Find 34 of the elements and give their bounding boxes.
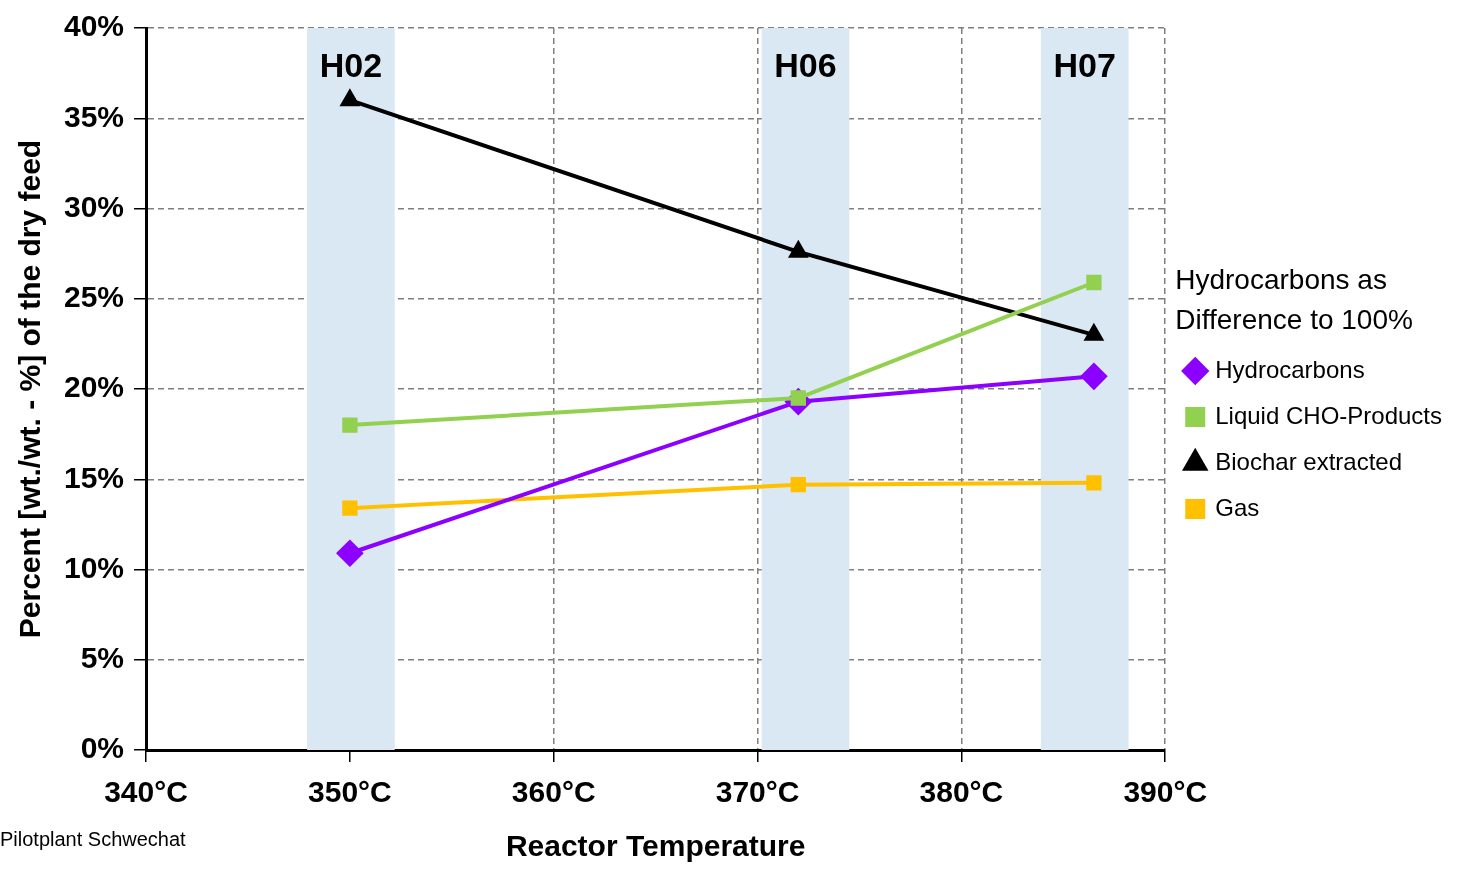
x-tick-label: 380°C — [919, 775, 1004, 809]
y-tick-label: 15% — [64, 460, 125, 494]
y-tick-label: 10% — [64, 550, 125, 584]
legend-label: Liquid CHO-Products — [1215, 401, 1443, 429]
band-label: H06 — [774, 46, 837, 85]
y-tick-label: 30% — [64, 189, 125, 223]
y-tick-label: 20% — [64, 370, 125, 404]
x-tick-label: 340°C — [104, 775, 188, 809]
y-tick-label: 25% — [64, 280, 125, 314]
point — [336, 540, 363, 567]
point — [1086, 475, 1102, 491]
legend-label: Biochar extracted — [1215, 447, 1403, 475]
legend-label: Hydrocarbons — [1215, 355, 1365, 383]
point — [342, 417, 358, 433]
x-tick-label: 390°C — [1123, 775, 1208, 809]
y-tick-label: 40% — [64, 9, 125, 43]
band-label: H02 — [319, 46, 383, 85]
x-tick-label: 350°C — [308, 775, 392, 809]
point — [1086, 274, 1102, 291]
x-tick-label: 360°C — [511, 775, 596, 809]
text: Pilotplant Schwechat — [0, 828, 186, 851]
legend-label: Gas — [1215, 493, 1260, 521]
point — [790, 477, 806, 493]
x-axis-title: Reactor Temperature — [505, 829, 806, 863]
point — [340, 90, 359, 107]
y-tick-label: 5% — [80, 641, 125, 675]
band-label: H07 — [1053, 46, 1116, 85]
legend-title: Hydrocarbons as Difference to 100% — [1175, 263, 1413, 335]
y-axis-title: Percent [wt./wt. - %] of the dry feed — [13, 139, 47, 639]
x-tick-label: 370°C — [715, 775, 800, 809]
y-tick-label: 0% — [80, 731, 125, 765]
point — [342, 500, 358, 516]
y-tick-label: 35% — [64, 99, 125, 133]
point — [1080, 363, 1107, 390]
